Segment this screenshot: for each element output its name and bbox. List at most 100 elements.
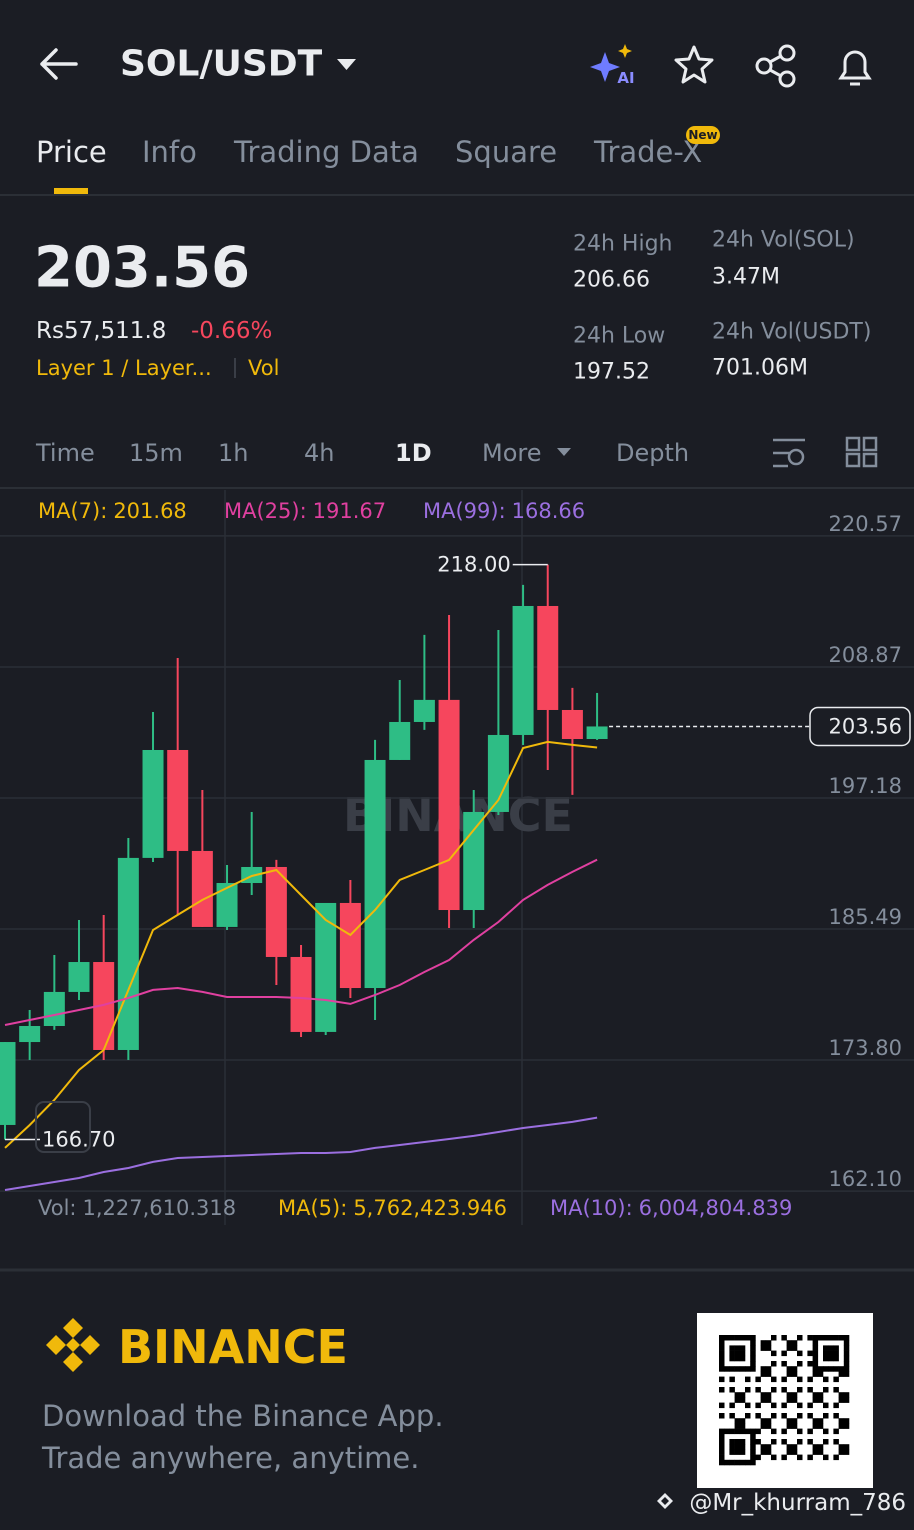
qr-module bbox=[765, 1340, 772, 1346]
qr-module bbox=[812, 1418, 819, 1424]
interval-tab[interactable]: 1D bbox=[395, 439, 432, 467]
high-label: 218.00 bbox=[437, 553, 510, 577]
ma-line bbox=[4, 1116, 598, 1191]
qr-module bbox=[823, 1355, 829, 1362]
qr-module bbox=[812, 1345, 819, 1351]
qr-module bbox=[719, 1335, 725, 1341]
candle-body bbox=[586, 726, 608, 740]
qr-module bbox=[843, 1392, 850, 1398]
qr-module bbox=[807, 1454, 813, 1461]
qr-module bbox=[765, 1423, 772, 1429]
category-tag[interactable]: Layer 1 / Layer... bbox=[36, 356, 212, 380]
qr-module bbox=[739, 1418, 746, 1424]
qr-module bbox=[828, 1366, 834, 1372]
qr-module bbox=[797, 1413, 803, 1419]
qr-module bbox=[719, 1355, 725, 1362]
qr-module bbox=[817, 1423, 824, 1429]
qr-module bbox=[750, 1335, 756, 1341]
qr-module bbox=[823, 1387, 829, 1393]
qr-module bbox=[729, 1387, 735, 1393]
qr-module bbox=[771, 1335, 777, 1341]
qr-module bbox=[823, 1366, 829, 1372]
tab[interactable]: Price bbox=[36, 135, 107, 169]
qr-module bbox=[828, 1350, 834, 1357]
qr-module bbox=[833, 1413, 839, 1419]
qr-module bbox=[838, 1366, 845, 1372]
interval-tab[interactable]: Time bbox=[35, 439, 95, 467]
candle-body bbox=[93, 962, 115, 1050]
qr-module bbox=[734, 1392, 741, 1398]
qr-module bbox=[812, 1361, 819, 1367]
qr-module bbox=[807, 1428, 813, 1435]
legend-entry: MA(25): 191.67 bbox=[224, 499, 386, 523]
tab[interactable]: Info bbox=[142, 135, 197, 169]
candle-body bbox=[389, 721, 411, 760]
qr-module bbox=[833, 1402, 839, 1409]
qr-module bbox=[729, 1335, 735, 1341]
qr-module bbox=[823, 1345, 829, 1351]
tab-bar: Price Info Trading Data Square Trade-X bbox=[36, 135, 702, 169]
layout-button[interactable] bbox=[845, 436, 878, 468]
qr-module bbox=[719, 1361, 725, 1367]
tab[interactable]: Trading Data bbox=[233, 135, 419, 169]
tab[interactable]: Trade-X bbox=[593, 135, 702, 169]
qr-module bbox=[734, 1345, 741, 1351]
ai-button[interactable]: AI bbox=[590, 44, 635, 87]
qr-module bbox=[750, 1454, 756, 1461]
price-change: -0.66% bbox=[191, 318, 272, 344]
qr-module bbox=[750, 1345, 756, 1351]
qr-module bbox=[812, 1371, 819, 1377]
binance-logo bbox=[46, 1318, 100, 1372]
qr-module bbox=[807, 1350, 813, 1357]
volume-legend-name: MA(5): bbox=[278, 1196, 347, 1220]
back-button[interactable] bbox=[40, 48, 78, 80]
legend-name: MA(7): bbox=[38, 499, 107, 523]
share-button[interactable] bbox=[755, 44, 796, 88]
vol-tag[interactable]: Vol bbox=[248, 356, 279, 380]
legend-entry: MA(99): 168.66 bbox=[423, 499, 585, 523]
qr-module bbox=[719, 1376, 725, 1383]
qr-module bbox=[791, 1366, 798, 1372]
qr-module bbox=[739, 1459, 746, 1466]
stat-label: 24h High bbox=[573, 232, 673, 257]
expand-button[interactable] bbox=[35, 1101, 91, 1153]
qr-module bbox=[812, 1335, 819, 1341]
interval-tab[interactable]: More bbox=[482, 439, 542, 467]
qr-module bbox=[755, 1413, 761, 1419]
favorite-button[interactable] bbox=[674, 45, 714, 84]
qr-module bbox=[843, 1345, 850, 1351]
qr-module bbox=[838, 1423, 845, 1429]
tab[interactable]: Square bbox=[455, 135, 557, 169]
qr-module bbox=[817, 1392, 824, 1398]
qr-module bbox=[812, 1397, 819, 1403]
interval-tab[interactable]: Depth bbox=[616, 439, 689, 467]
alert-button[interactable] bbox=[838, 50, 872, 86]
qr-module bbox=[833, 1439, 839, 1445]
qr-module bbox=[786, 1392, 793, 1398]
interval-tab[interactable]: 1h bbox=[218, 439, 248, 467]
qr-module bbox=[786, 1444, 793, 1450]
qr-module bbox=[786, 1423, 793, 1429]
qr-module bbox=[838, 1449, 845, 1455]
qr-module bbox=[719, 1350, 725, 1357]
qr-module bbox=[797, 1428, 803, 1435]
qr-module bbox=[843, 1449, 850, 1455]
pair-title[interactable]: SOL/USDT bbox=[120, 44, 323, 85]
qr-module bbox=[812, 1449, 819, 1455]
pair-selector[interactable]: SOL/USDT bbox=[120, 44, 356, 85]
qr-module bbox=[765, 1371, 772, 1377]
chart-settings-button[interactable] bbox=[773, 438, 805, 468]
qr-module bbox=[734, 1366, 741, 1372]
current-price-label: 203.56 bbox=[829, 714, 902, 738]
candle-body bbox=[339, 902, 361, 989]
interval-tab[interactable]: 15m bbox=[129, 439, 183, 467]
qr-module bbox=[739, 1444, 746, 1450]
qr-module bbox=[750, 1433, 756, 1440]
interval-tab[interactable]: 4h bbox=[304, 439, 334, 467]
qr-module bbox=[843, 1397, 850, 1403]
qr-module bbox=[755, 1387, 761, 1393]
qr-module bbox=[797, 1402, 803, 1409]
qr-module bbox=[765, 1444, 772, 1450]
qr-module bbox=[719, 1387, 725, 1393]
